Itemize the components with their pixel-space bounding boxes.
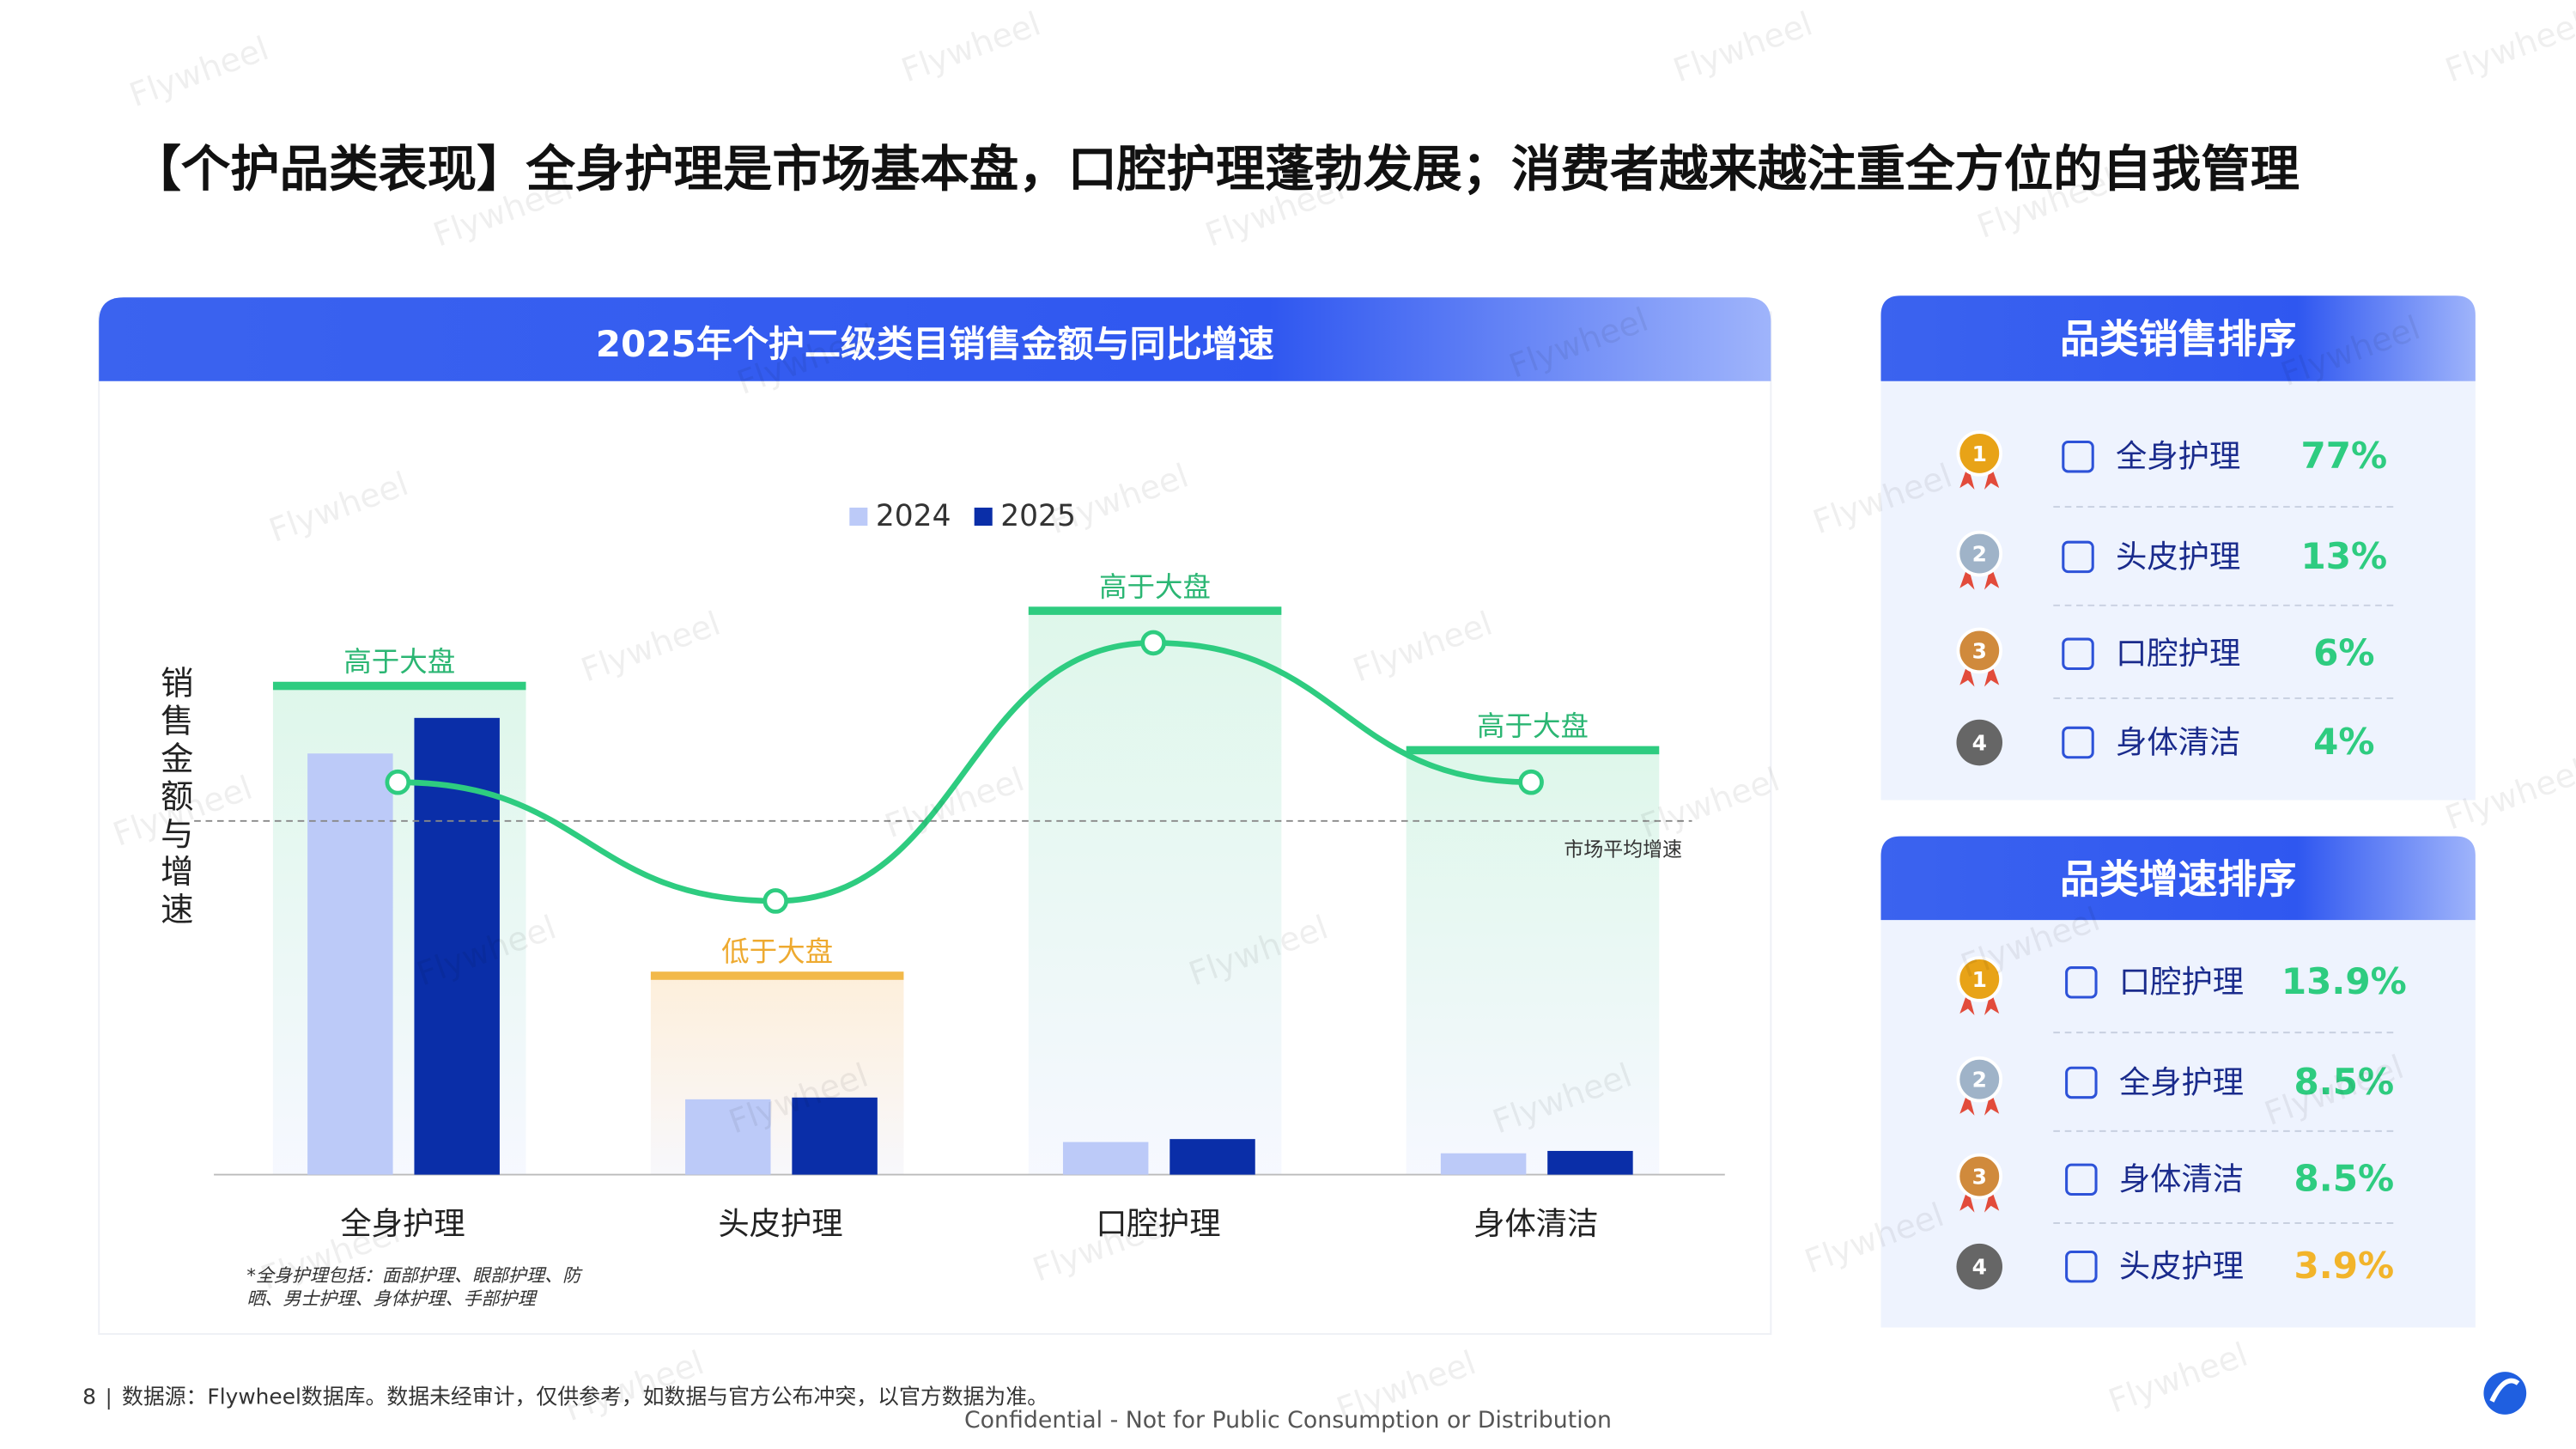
medal (1956, 1056, 2003, 1103)
zone-label: 高于大盘 (343, 646, 455, 679)
medal (1956, 530, 2003, 577)
sales-title: 品类销售排序 (2060, 315, 2296, 362)
page-title: 【个护品类表现】全身护理是市场基本盘，口腔护理蓬勃发展；消费者越来越注重全方位的… (131, 140, 2300, 198)
watermark: Flywheel (2104, 1336, 2253, 1422)
watermark: Flywheel (896, 4, 1046, 90)
category-icon (2062, 637, 2094, 670)
legend-label: 2024 (876, 499, 951, 533)
growth-point (762, 888, 789, 914)
medal (1956, 1153, 2003, 1200)
category-value: 13.9% (2281, 960, 2407, 1002)
y-axis-label: 销售金额与增速 (155, 666, 194, 930)
watermark: Flywheel (560, 1343, 709, 1429)
footnote: 晒、男士护理、身体护理、手部护理 (246, 1288, 538, 1309)
category-value: 13% (2301, 535, 2388, 577)
category-icon (2065, 966, 2098, 999)
growth-point (385, 769, 411, 795)
category-icon (2065, 1066, 2098, 1099)
rank: 2 (1972, 1068, 1987, 1093)
rank: 4 (1972, 1255, 1987, 1280)
x-tick-label: 全身护理 (340, 1205, 465, 1242)
category-icon (2062, 440, 2094, 473)
growth-point (1140, 630, 1166, 656)
bar (685, 1099, 771, 1175)
rank: 3 (1972, 638, 1987, 663)
sales-header (1880, 295, 2476, 381)
chart-title: 2025年个护二级类目销售金额与同比增速 (596, 323, 1274, 365)
zone-line (650, 971, 904, 980)
watermark: Flywheel (1668, 4, 1818, 90)
growth-header (1880, 836, 2476, 921)
confidential: Confidential - Not for Public Consumptio… (964, 1407, 1612, 1434)
bar (1170, 1139, 1255, 1175)
x-tick-label: 头皮护理 (718, 1205, 842, 1242)
page-number: 8 (82, 1385, 96, 1409)
rank: 1 (1972, 967, 1987, 992)
medal (1956, 627, 2003, 674)
rank: 2 (1972, 541, 1987, 566)
category-value: 8.5% (2294, 1061, 2395, 1103)
watermark: Flywheel (2440, 4, 2576, 90)
category-value: 6% (2313, 632, 2374, 674)
bar (307, 753, 393, 1175)
growth-point (1518, 769, 1544, 795)
medal (1956, 956, 2003, 1002)
zone-line (1028, 606, 1282, 615)
watermark: Flywheel (125, 29, 274, 115)
x-tick-label: 口腔护理 (1096, 1205, 1220, 1242)
growth-line (398, 640, 1532, 904)
category-icon (2062, 540, 2094, 574)
category-value: 3.9% (2294, 1245, 2395, 1287)
category-icon (2065, 1163, 2098, 1196)
rank: 3 (1972, 1164, 1987, 1189)
category-name: 全身护理 (2119, 1063, 2244, 1100)
zone-line (1406, 746, 1660, 755)
category-name: 口腔护理 (2119, 964, 2244, 1001)
legend-swatch (974, 508, 993, 527)
category-name: 头皮护理 (2119, 1248, 2244, 1285)
rank-circle (1956, 1243, 2003, 1290)
footnote: *全身护理包括：面部护理、眼部护理、防 (246, 1264, 583, 1286)
chart-header (99, 297, 1771, 381)
category-name: 身体清洁 (2116, 723, 2240, 760)
zone-label: 高于大盘 (1477, 710, 1589, 743)
category-name: 口腔护理 (2116, 635, 2240, 672)
category-icon (2065, 1250, 2098, 1283)
category-name: 身体清洁 (2119, 1160, 2244, 1197)
category-name: 全身护理 (2116, 438, 2240, 475)
category-value: 8.5% (2294, 1158, 2395, 1200)
logo (2483, 1372, 2527, 1415)
bar (792, 1097, 878, 1175)
category-name: 头皮护理 (2116, 538, 2240, 575)
rank: 1 (1972, 441, 1987, 466)
zone (1028, 610, 1282, 1175)
legend-swatch (849, 508, 868, 527)
legend-label: 2025 (1000, 499, 1076, 533)
category-icon (2062, 726, 2094, 759)
bar (1547, 1150, 1633, 1175)
zone-label: 高于大盘 (1099, 570, 1211, 603)
growth-title: 品类增速排序 (2060, 856, 2296, 903)
rank-circle (1956, 719, 2003, 766)
medal (1956, 430, 2003, 477)
source: 数据源：Flywheel数据库。数据未经审计，仅供参考，如数据与官方公布冲突，以… (122, 1385, 1048, 1409)
zone-label: 低于大盘 (721, 935, 833, 968)
bar (1440, 1153, 1527, 1175)
logo-mark (2489, 1378, 2520, 1403)
x-tick-label: 身体清洁 (1473, 1205, 1598, 1242)
rankings: 1 全身护理 77% 2 头皮护理 13% 3 口腔护理 6% 4 身体清洁 4% 1 口腔护理 13.9%… (1956, 430, 2407, 1290)
category-value: 77% (2301, 435, 2388, 477)
market-average-label: 市场平均增速 (1564, 839, 1682, 861)
zone-line (272, 681, 526, 691)
rank: 4 (1972, 730, 1987, 755)
bar (1062, 1142, 1149, 1175)
category-value: 4% (2313, 721, 2374, 763)
